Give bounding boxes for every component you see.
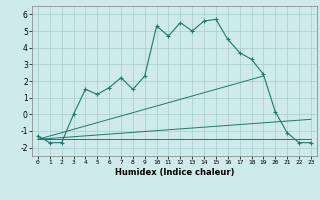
X-axis label: Humidex (Indice chaleur): Humidex (Indice chaleur) xyxy=(115,168,234,177)
